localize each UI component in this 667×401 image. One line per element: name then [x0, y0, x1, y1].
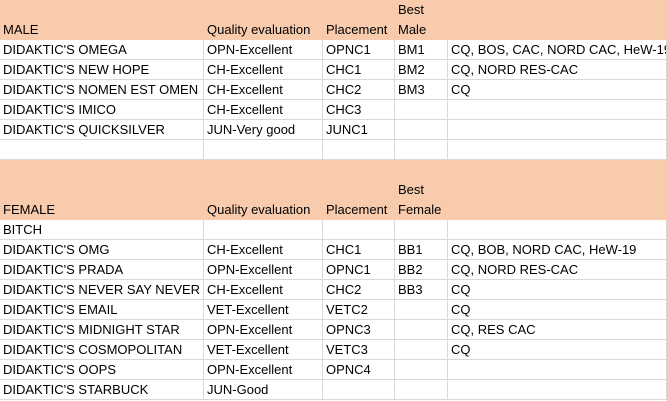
- table-cell: VETC2: [323, 300, 395, 320]
- header-cell: FEMALE: [0, 160, 204, 220]
- table-cell: [395, 220, 448, 240]
- table-cell: OPN-Excellent: [204, 40, 323, 60]
- table-cell: JUNC1: [323, 120, 395, 140]
- table-cell: CH-Excellent: [204, 280, 323, 300]
- table-cell: [323, 220, 395, 240]
- header-cell: Quality evaluation: [204, 0, 323, 40]
- table-cell: [395, 320, 448, 340]
- table-cell: OPNC1: [323, 40, 395, 60]
- table-cell: [323, 380, 395, 400]
- table-cell: [395, 120, 448, 140]
- table-cell: DIDAKTIC'S QUICKSILVER: [0, 120, 204, 140]
- table-cell: [395, 340, 448, 360]
- table-cell: [395, 100, 448, 120]
- table-cell: CH-Excellent: [204, 80, 323, 100]
- table-cell: DIDAKTIC'S OMEGA: [0, 40, 204, 60]
- header-text: Female: [398, 202, 442, 217]
- table-cell: CH-Excellent: [204, 60, 323, 80]
- table-cell: OPN-Excellent: [204, 320, 323, 340]
- table-cell: CQ, BOS, CAC, NORD CAC, HeW-19: [448, 40, 667, 60]
- table-cell: OPNC3: [323, 320, 395, 340]
- header-text: Placement: [326, 202, 388, 217]
- table-cell: BM3: [395, 80, 448, 100]
- table-cell: CQ: [448, 280, 667, 300]
- table-cell: DIDAKTIC'S IMICO: [0, 100, 204, 120]
- table-cell: DIDAKTIC'S OMG: [0, 240, 204, 260]
- table-cell: OPNC1: [323, 260, 395, 280]
- table-cell: JUN-Very good: [204, 120, 323, 140]
- table-cell: [204, 220, 323, 240]
- header-cell: Best Male: [395, 0, 448, 40]
- header-text: Placement: [326, 22, 388, 37]
- table-cell: BM1: [395, 40, 448, 60]
- empty-cell: [0, 140, 204, 160]
- table-cell: CHC2: [323, 280, 395, 300]
- table-cell: OPN-Excellent: [204, 260, 323, 280]
- table-cell: DIDAKTIC'S MIDNIGHT STAR: [0, 320, 204, 340]
- table-cell: OPN-Excellent: [204, 360, 323, 380]
- table-cell: CQ, NORD RES-CAC: [448, 60, 667, 80]
- header-cell: [448, 160, 667, 220]
- table-cell: BM2: [395, 60, 448, 80]
- header-text: Best: [398, 2, 425, 17]
- table-cell: DIDAKTIC'S NEW HOPE: [0, 60, 204, 80]
- empty-cell: [204, 140, 323, 160]
- table-cell: CQ, NORD RES-CAC: [448, 260, 667, 280]
- table-cell: CH-Excellent: [204, 100, 323, 120]
- table-cell: CH-Excellent: [204, 240, 323, 260]
- empty-cell: [395, 140, 448, 160]
- table-cell: [448, 120, 667, 140]
- table-cell: CQ: [448, 340, 667, 360]
- table-cell: [448, 380, 667, 400]
- header-text: Male: [398, 22, 427, 37]
- table-cell: BB3: [395, 280, 448, 300]
- table-cell: DIDAKTIC'S OOPS: [0, 360, 204, 380]
- table-cell: OPNC4: [323, 360, 395, 380]
- table-cell: BB1: [395, 240, 448, 260]
- table-cell: CHC2: [323, 80, 395, 100]
- header-text: Best: [398, 182, 425, 197]
- table-cell: CHC3: [323, 100, 395, 120]
- empty-cell: [448, 140, 667, 160]
- header-text: MALE: [3, 22, 39, 37]
- table-cell: DIDAKTIC'S EMAIL: [0, 300, 204, 320]
- table-cell: CHC1: [323, 240, 395, 260]
- header-text: FEMALE: [3, 202, 56, 217]
- empty-cell: [323, 140, 395, 160]
- table-cell: [448, 220, 667, 240]
- header-text: Quality evaluation: [207, 202, 311, 217]
- table-cell: DIDAKTIC'S NOMEN EST OMEN: [0, 80, 204, 100]
- table-cell: [395, 380, 448, 400]
- table-cell: VET-Excellent: [204, 300, 323, 320]
- table-cell: CHC1: [323, 60, 395, 80]
- table-cell: DIDAKTIC'S COSMOPOLITAN: [0, 340, 204, 360]
- table-cell: VET-Excellent: [204, 340, 323, 360]
- header-cell: Placement: [323, 0, 395, 40]
- table-cell: DIDAKTIC'S PRADA: [0, 260, 204, 280]
- header-text: Quality evaluation: [207, 22, 311, 37]
- table-cell: DIDAKTIC'S STARBUCK: [0, 380, 204, 400]
- table-cell: CQ: [448, 80, 667, 100]
- table-cell: [395, 300, 448, 320]
- table-cell: CQ: [448, 300, 667, 320]
- table-cell: [395, 360, 448, 380]
- header-cell: Placement: [323, 160, 395, 220]
- table-cell: VETC3: [323, 340, 395, 360]
- table-cell: [448, 360, 667, 380]
- header-cell: Quality evaluation: [204, 160, 323, 220]
- table-cell: DIDAKTIC'S NEVER SAY NEVER: [0, 280, 204, 300]
- table-cell: BB2: [395, 260, 448, 280]
- table-cell: JUN-Good: [204, 380, 323, 400]
- header-cell: [448, 0, 667, 40]
- table-cell: [448, 100, 667, 120]
- header-cell: MALE: [0, 0, 204, 40]
- table-cell: BITCH: [0, 220, 204, 240]
- table-cell: CQ, RES CAC: [448, 320, 667, 340]
- header-cell: Best Female: [395, 160, 448, 220]
- table-cell: CQ, BOB, NORD CAC, HeW-19: [448, 240, 667, 260]
